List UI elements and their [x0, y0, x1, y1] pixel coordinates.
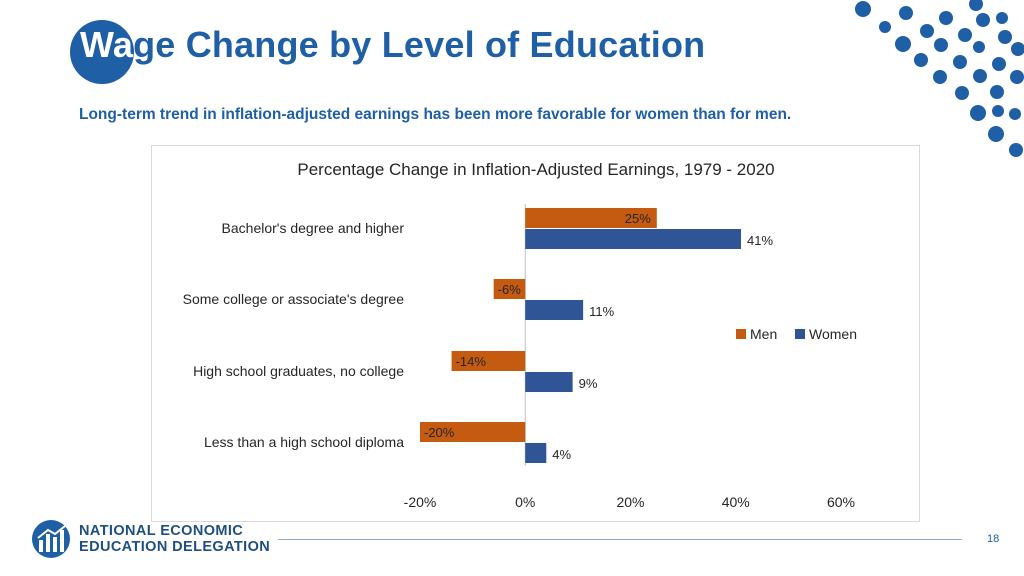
decorative-dot	[933, 70, 947, 84]
legend-swatch-men	[736, 329, 746, 339]
bar-women	[525, 300, 584, 320]
category-label: High school graduates, no college	[193, 363, 404, 379]
decorative-dot	[970, 105, 986, 121]
decorative-dot	[996, 12, 1008, 24]
decorative-dot	[955, 86, 969, 100]
data-label-women: 4%	[552, 447, 571, 462]
page-number: 18	[987, 533, 1000, 545]
data-label-women: 11%	[589, 304, 614, 319]
decorative-dot	[958, 28, 972, 42]
data-label-women: 41%	[747, 233, 773, 248]
decorative-dot	[990, 85, 1004, 99]
footer-divider	[278, 539, 962, 540]
decorative-dot	[895, 36, 911, 52]
decorative-dot	[855, 1, 871, 17]
x-tick-label: -20%	[404, 494, 437, 510]
x-tick-label: 0%	[515, 494, 535, 510]
decorative-dot	[988, 126, 1004, 142]
bar-women	[525, 372, 573, 392]
legend-swatch-women	[795, 329, 805, 339]
decorative-dot	[998, 30, 1012, 44]
decorative-dot	[899, 6, 913, 20]
data-label-men: -14%	[456, 354, 487, 369]
decorative-dot	[992, 105, 1004, 117]
category-label: Less than a high school diploma	[204, 434, 404, 450]
category-label: Some college or associate's degree	[183, 291, 405, 307]
organization-logo-icon	[32, 520, 70, 558]
bar-men	[420, 422, 526, 442]
decorative-dot	[973, 41, 985, 53]
bar-men	[493, 279, 526, 299]
title-accent-circle	[70, 20, 134, 84]
decorative-dot	[973, 69, 987, 83]
x-tick-label: 20%	[616, 494, 644, 510]
legend-label-men: Men	[750, 326, 777, 342]
decorative-dot	[1009, 108, 1021, 120]
chart-panel: Percentage Change in Inflation-Adjusted …	[151, 145, 920, 522]
bar-men	[451, 351, 526, 371]
page-title: Wage Change by Level of Education	[80, 24, 705, 66]
decorative-dot	[992, 57, 1006, 71]
organization-name-line1: NATIONAL ECONOMIC	[79, 523, 244, 539]
decorative-dot	[1010, 70, 1024, 84]
x-tick-label: 60%	[827, 494, 855, 510]
decorative-dot	[976, 13, 990, 27]
decorative-dot	[1009, 143, 1023, 157]
decorative-dot	[879, 21, 891, 33]
decorative-dot	[934, 38, 948, 52]
data-label-men: -6%	[498, 282, 522, 297]
page-subtitle: Long-term trend in inflation-adjusted ea…	[79, 106, 792, 123]
x-tick-label: 40%	[722, 494, 750, 510]
decorative-dot	[920, 24, 934, 38]
decorative-dot	[969, 0, 983, 11]
decorative-dot	[1011, 42, 1024, 56]
page-title-first-letters: Wa	[80, 24, 134, 65]
organization-name: NATIONAL ECONOMIC EDUCATION DELEGATION	[79, 523, 270, 555]
data-label-men: -20%	[424, 425, 455, 440]
data-label-women: 9%	[579, 376, 598, 391]
decorative-dot	[953, 55, 967, 69]
bar-men	[525, 208, 657, 228]
legend-label-women: Women	[809, 326, 857, 342]
data-label-men: 25%	[625, 211, 651, 226]
bar-women	[525, 443, 547, 463]
organization-name-line2: EDUCATION DELEGATION	[79, 539, 271, 555]
decorative-dot	[914, 53, 928, 67]
decorative-dot	[939, 11, 953, 25]
bar-women	[525, 229, 742, 249]
category-label: Bachelor's degree and higher	[222, 220, 405, 236]
bar-chart: Percentage Change in Inflation-Adjusted …	[183, 160, 857, 510]
chart-title: Percentage Change in Inflation-Adjusted …	[297, 160, 774, 179]
page-title-rest: ge Change by Level of Education	[133, 24, 706, 65]
